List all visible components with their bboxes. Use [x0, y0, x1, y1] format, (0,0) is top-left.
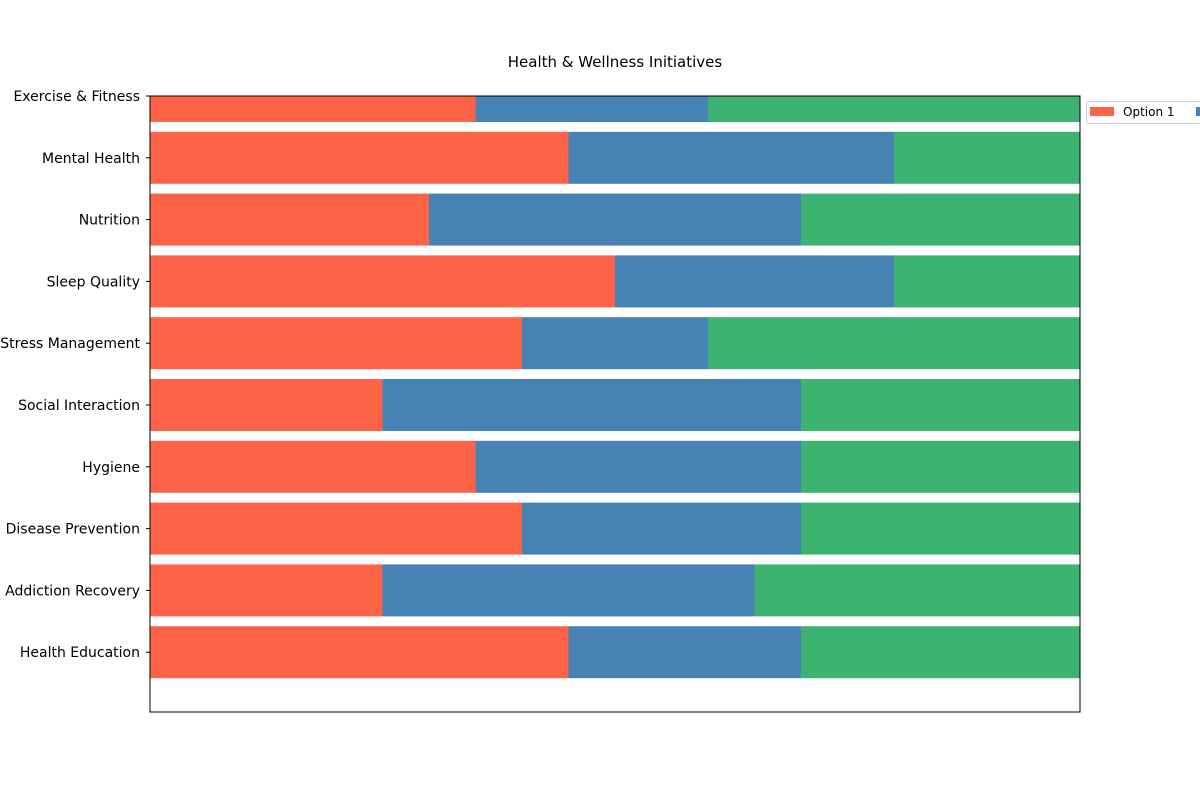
- bar-segment-series-1-stress-management: [150, 317, 522, 370]
- bar-segment-series-1-sleep-quality: [150, 255, 615, 308]
- bar-segment-series-3-disease-prevention: [801, 502, 1080, 555]
- bar-segment-series-2-mental-health: [568, 131, 894, 184]
- bar-segment-series-3-sleep-quality: [894, 255, 1080, 308]
- y-axis: Exercise & Fitness Mental Health Nutrition…: [0, 89, 150, 661]
- chart-title: Health & Wellness Initiatives: [508, 53, 723, 71]
- bar-segment-series-2-stress-management: [522, 317, 708, 370]
- y-tick-label: Addiction Recovery: [5, 583, 140, 599]
- bar-segment-series-1-mental-health: [150, 131, 569, 184]
- bar-group: [150, 96, 1080, 679]
- y-tick-label: Hygiene: [82, 460, 140, 476]
- bar-segment-series-2-addiction-recovery: [382, 564, 755, 617]
- legend-box: [1086, 101, 1200, 124]
- bar-segment-series-2-nutrition: [429, 193, 801, 246]
- y-tick-label: Exercise & Fitness: [13, 89, 140, 105]
- plot-area-frame: [149, 95, 1081, 713]
- y-tick-label: Disease Prevention: [6, 522, 140, 538]
- legend-swatch-series-2: [1196, 107, 1200, 116]
- bar-segment-series-3-hygiene: [801, 440, 1080, 493]
- bar-segment-series-3-social-interaction: [801, 379, 1080, 431]
- bar-segment-series-3-stress-management: [708, 317, 1080, 370]
- bar-segment-series-1-disease-prevention: [150, 502, 522, 555]
- bar-segment-series-3-mental-health: [894, 131, 1080, 184]
- bar-segment-series-1-nutrition: [150, 193, 429, 246]
- y-tick-label: Sleep Quality: [47, 274, 140, 290]
- y-tick-label: Social Interaction: [18, 398, 140, 414]
- bar-segment-series-1-hygiene: [150, 440, 476, 493]
- bar-segment-series-2-social-interaction: [382, 379, 801, 431]
- legend: Option 1: [1086, 101, 1200, 124]
- bar-segment-series-3-addiction-recovery: [754, 564, 1080, 617]
- bar-segment-series-1-social-interaction: [150, 379, 383, 431]
- bar-segment-series-3-nutrition: [801, 193, 1080, 246]
- y-tick-label: Stress Management: [0, 336, 140, 352]
- bar-segment-series-1-health-education: [150, 626, 569, 679]
- y-tick-label: Mental Health: [42, 151, 140, 167]
- bar-segment-series-2-health-education: [568, 626, 801, 679]
- bar-segment-series-2-hygiene: [475, 440, 801, 493]
- bar-segment-series-3-exercise-fitness: [708, 96, 1080, 122]
- y-tick-label: Nutrition: [79, 213, 140, 229]
- bar-segment-series-2-sleep-quality: [615, 255, 894, 308]
- bar-segment-series-3-health-education: [801, 626, 1080, 679]
- bar-segment-series-2-exercise-fitness: [475, 96, 708, 122]
- bar-segment-series-1-addiction-recovery: [150, 564, 383, 617]
- legend-swatch-series-1: [1090, 107, 1114, 116]
- y-tick-label: Health Education: [20, 645, 140, 661]
- bar-segment-series-2-disease-prevention: [522, 502, 801, 555]
- bar-segment-series-1-exercise-fitness: [150, 96, 476, 122]
- legend-label-series-1: Option 1: [1123, 105, 1175, 119]
